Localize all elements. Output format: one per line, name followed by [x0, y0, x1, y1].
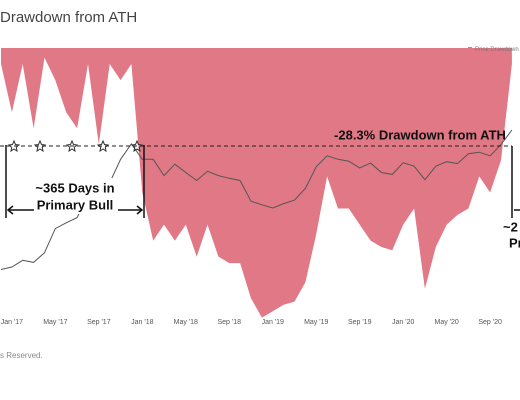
stars	[7, 139, 144, 153]
star	[7, 139, 21, 153]
legend-label: Price Drawdown	[475, 47, 519, 53]
annotation: -28.3% Drawdown from ATH	[334, 127, 506, 142]
x-tick-label: May '19	[304, 319, 328, 326]
x-tick-label: May '18	[174, 319, 198, 326]
x-tick-label: Jan '18	[131, 319, 153, 326]
star	[33, 139, 47, 153]
annotation: Primary Bull	[37, 197, 114, 212]
x-tick-label: Sep '20	[478, 319, 502, 326]
annotation: ~365 Days in	[35, 180, 114, 195]
legend-swatch	[468, 47, 472, 51]
plot: Jan '17 May '17 Sep '17 Jan '18 May '18 Sep '…	[0, 47, 519, 326]
x-tick-label: May '17	[43, 319, 67, 326]
footer: s Reserved.	[0, 351, 43, 360]
x-tick-label: Sep '18	[218, 319, 242, 326]
arrow-head	[136, 205, 144, 215]
annotation: Pr	[509, 235, 520, 250]
annotation: ~2	[503, 219, 518, 234]
arrow-head	[6, 205, 14, 215]
overlay: ~365 Days in Primary Bull -28.3% Drawdow…	[0, 127, 520, 250]
x-tick-label: Jan '19	[262, 319, 284, 326]
star	[130, 139, 144, 153]
x-tick-label: Sep '17	[87, 319, 111, 326]
drawdown-area	[0, 48, 512, 318]
x-tick-label: Jan '20	[392, 319, 414, 326]
star	[65, 139, 79, 153]
x-tick-label: Jan '17	[1, 319, 23, 326]
x-tick-label: Sep '19	[348, 319, 372, 326]
x-tick-label: May '20	[435, 319, 459, 326]
chart-title: Drawdown from ATH	[0, 9, 137, 26]
star	[96, 139, 110, 153]
label-bg	[34, 178, 118, 214]
